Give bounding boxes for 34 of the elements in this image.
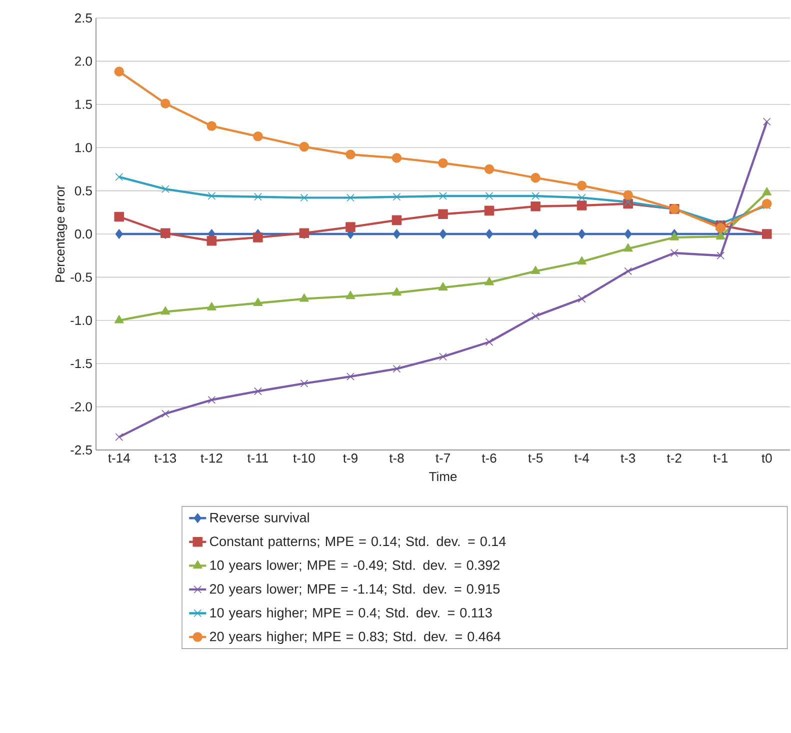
x-tick-label: t-4 <box>574 454 590 463</box>
x-tick-label: t-11 <box>247 454 268 463</box>
y-tick-label: 1.0 <box>75 142 92 152</box>
y-tick-label: 0.0 <box>74 229 92 239</box>
x-tick-label: t-1 <box>713 454 728 463</box>
legend-label: Reverse survival <box>210 512 309 522</box>
y-tick-label: 2.0 <box>75 56 92 66</box>
x-tick-label: t-7 <box>436 454 450 463</box>
y-axis-title: Percentage error <box>56 185 68 282</box>
legend-label: Constant patterns; MPE = 0.14; Std. dev. = 0.14 <box>210 536 506 549</box>
x-tick-label: t-10 <box>293 454 315 463</box>
x-tick-label: t-5 <box>528 454 543 463</box>
y-tick-label: 1.5 <box>75 100 92 109</box>
y-tick-label: -2.5 <box>70 445 92 455</box>
x-tick-label: t-13 <box>154 454 176 463</box>
legend-label: 20 years lower; MPE = -1.14; Std. dev. = 0.915 <box>210 584 500 596</box>
legend-label: 10 years higher; MPE = 0.4; Std. dev. = 0.113 <box>210 608 492 620</box>
legend-label: 10 years lower; MPE = -0.49; Std. dev. = 0.392 <box>210 560 500 573</box>
x-tick-label: t-9 <box>343 454 358 463</box>
x-tick-label: t-2 <box>666 454 682 463</box>
y-tick-label: -1.0 <box>70 316 92 325</box>
y-tick-label: 2.5 <box>75 13 92 23</box>
y-tick-label: 0.5 <box>74 186 92 196</box>
x-axis-title: Time <box>429 472 457 482</box>
x-tick-label: t-14 <box>108 454 130 463</box>
x-tick-label: t-8 <box>389 454 404 463</box>
y-tick-label: -1.5 <box>70 359 92 368</box>
x-tick-label: t0 <box>762 454 772 463</box>
y-tick-label: -2.0 <box>70 402 92 412</box>
legend-label: 20 years higher; MPE = 0.83; Std. dev. = 0.464 <box>210 631 501 644</box>
x-tick-label: t-12 <box>200 454 222 463</box>
x-tick-label: t-3 <box>620 454 636 463</box>
y-tick-label: -0.5 <box>70 272 92 282</box>
x-tick-label: t-6 <box>482 454 496 463</box>
